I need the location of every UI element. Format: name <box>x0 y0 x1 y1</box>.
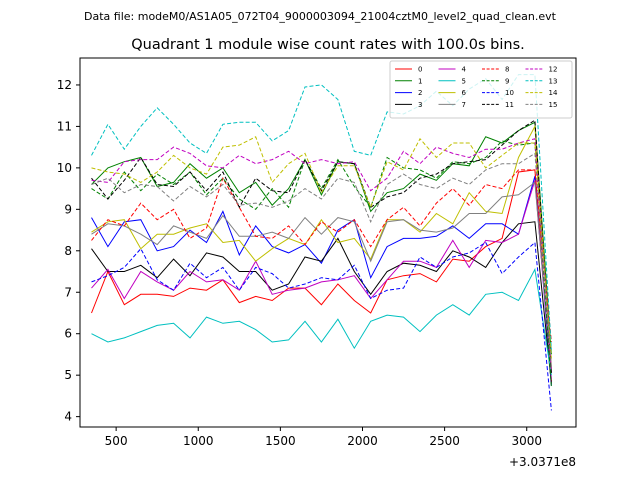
legend-label-12: 12 <box>549 66 558 74</box>
legend-label-1: 1 <box>418 77 422 85</box>
series-line-11 <box>91 119 552 374</box>
x-tick-label: 1000 <box>183 434 214 448</box>
legend-label-7: 7 <box>462 101 466 109</box>
series-line-3 <box>91 221 552 384</box>
legend-label-9: 9 <box>505 77 509 85</box>
axes-frame <box>79 57 577 428</box>
x-tick-label: 500 <box>105 434 128 448</box>
series-line-8 <box>91 169 552 343</box>
chart-title: Quadrant 1 module wise count rates with … <box>131 37 525 53</box>
y-tick-label: 12 <box>57 78 72 92</box>
y-tick-label: 10 <box>57 161 72 175</box>
y-tick-label: 11 <box>57 119 72 133</box>
legend-box <box>389 60 573 119</box>
y-tick-label: 8 <box>64 244 72 258</box>
legend-label-15: 15 <box>549 101 558 109</box>
series-line-12 <box>91 138 552 370</box>
x-tick-label: 1500 <box>265 434 296 448</box>
series-line-7 <box>91 181 552 374</box>
series-line-14 <box>91 136 552 359</box>
series-line-4 <box>91 180 552 380</box>
x-axis: 500 1000 1500 2000 2500 3000 <box>105 427 542 448</box>
legend-label-14: 14 <box>549 89 558 97</box>
series-line-15 <box>91 152 552 367</box>
suptitle: Data file: modeM0/AS1A05_072T04_90000030… <box>84 10 557 23</box>
legend-label-5: 5 <box>462 77 466 85</box>
series-line-5 <box>91 267 552 376</box>
x-tick-label: 3000 <box>511 434 542 448</box>
plot-lines <box>91 74 552 411</box>
series-line-6 <box>91 124 552 370</box>
y-tick-label: 6 <box>64 327 72 341</box>
y-tick-label: 9 <box>64 202 72 216</box>
y-axis: 4 5 6 7 8 9 10 11 12 <box>57 78 80 424</box>
y-tick-label: 7 <box>64 285 72 299</box>
y-tick-label: 4 <box>64 410 72 424</box>
series-line-9 <box>91 140 552 388</box>
legend-label-10: 10 <box>505 89 514 97</box>
series-line-0 <box>91 169 552 382</box>
legend-label-11: 11 <box>505 101 514 109</box>
legend-label-4: 4 <box>462 66 467 74</box>
series-line-10 <box>91 241 552 411</box>
y-tick-label: 5 <box>64 368 72 382</box>
legend-label-8: 8 <box>505 66 509 74</box>
x-offset-label: +3.0371e8 <box>509 455 576 469</box>
legend-label-2: 2 <box>418 89 422 97</box>
legend-label-6: 6 <box>462 89 467 97</box>
x-tick-label: 2000 <box>347 434 378 448</box>
x-tick-label: 2500 <box>429 434 460 448</box>
legend-label-13: 13 <box>549 77 558 85</box>
legend-label-3: 3 <box>418 101 422 109</box>
legend-label-0: 0 <box>418 66 422 74</box>
series-line-2 <box>91 176 552 386</box>
series-line-1 <box>91 121 552 355</box>
